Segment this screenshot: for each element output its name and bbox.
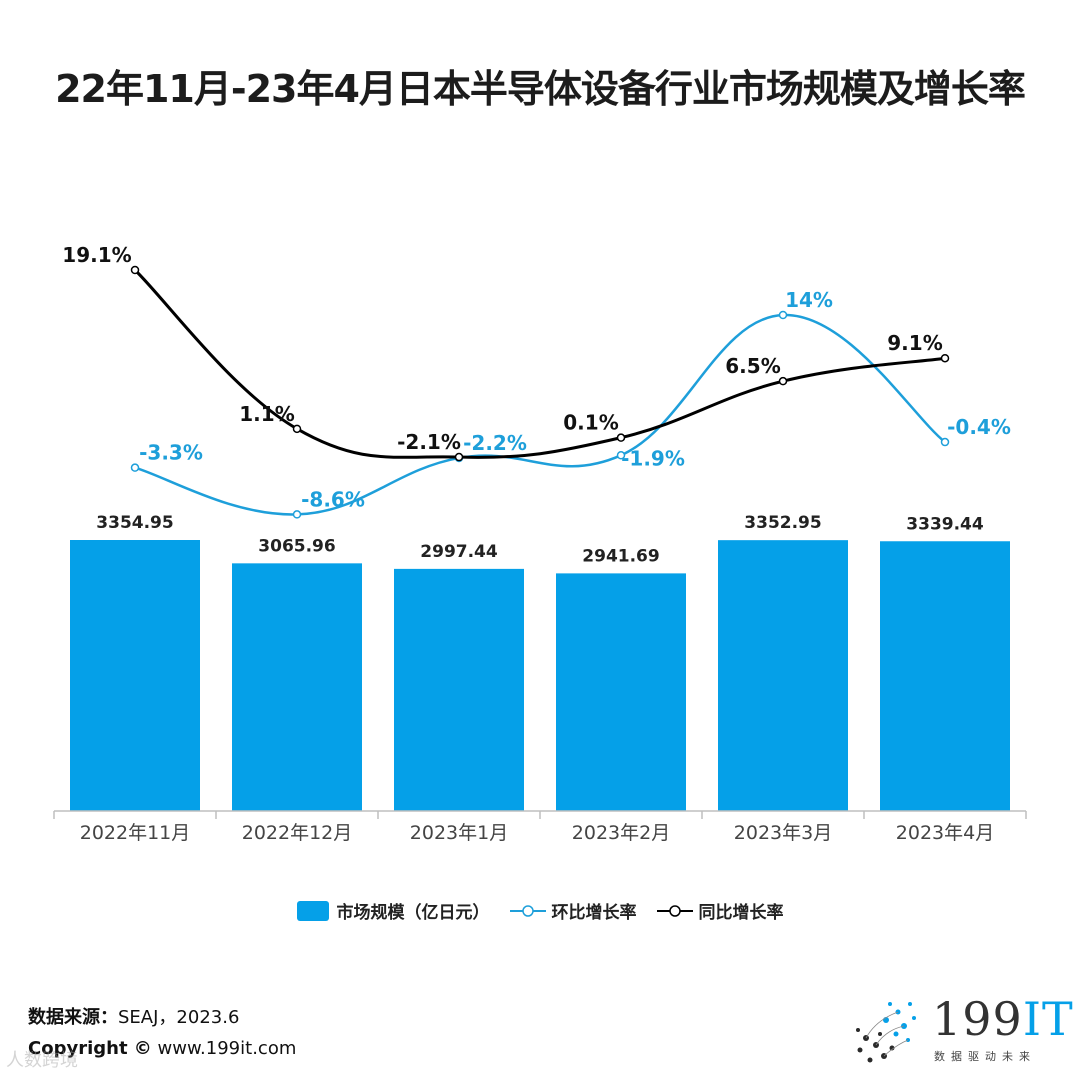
bar-label-4: 3352.95 bbox=[744, 513, 821, 533]
legend-label-yoy: 同比增长率 bbox=[698, 903, 784, 923]
yoy-label-0: 19.1% bbox=[62, 243, 131, 267]
bar-label-0: 3354.95 bbox=[96, 513, 173, 533]
legend-swatch-bar bbox=[296, 900, 329, 921]
x-tick-label-0: 2022年11月 bbox=[80, 822, 191, 844]
chart: 3354.95 3065.96 2997.44 2941.69 3352.95 3339.… bbox=[53, 243, 1027, 844]
yoy-label-2: -2.1% bbox=[397, 430, 461, 454]
bar-0[interactable] bbox=[70, 540, 200, 811]
yoy-label-1: 1.1% bbox=[239, 402, 294, 426]
yoy-label-3: 0.1% bbox=[563, 411, 618, 435]
yoy-point-3[interactable] bbox=[616, 433, 626, 442]
copyright-label: Copyright © bbox=[28, 1038, 152, 1059]
logo-brand: 199IT bbox=[932, 992, 1074, 1046]
logo-dots-icon bbox=[856, 1002, 916, 1063]
mom-label-3: -1.9% bbox=[621, 446, 685, 470]
yoy-point-5[interactable] bbox=[940, 353, 950, 363]
yoy-point-2[interactable] bbox=[454, 452, 464, 462]
data-source: 数据来源：SEAJ，2023.6 bbox=[28, 1003, 239, 1029]
mom-label-4: 14% bbox=[785, 288, 833, 312]
copyright-url[interactable]: www.199it.com bbox=[157, 1038, 297, 1059]
legend-line-yoy-icon bbox=[656, 904, 693, 917]
mom-point-4[interactable] bbox=[778, 310, 788, 320]
mom-label-5: -0.4% bbox=[947, 415, 1011, 439]
mom-point-3[interactable] bbox=[616, 451, 626, 460]
copyright: Copyright © www.199it.com bbox=[28, 1038, 296, 1059]
x-tick-label-3: 2023年2月 bbox=[572, 822, 670, 844]
yoy-point-4[interactable] bbox=[778, 376, 788, 386]
bar-label-1: 3065.96 bbox=[258, 536, 335, 556]
legend-label-mom: 环比增长率 bbox=[551, 903, 637, 923]
watermark-text: 人数跨境 bbox=[6, 1050, 78, 1071]
yoy-point-0[interactable] bbox=[130, 265, 140, 275]
legend-label-market-size: 市场规模（亿日元） bbox=[336, 903, 490, 923]
x-tick-label-2: 2023年1月 bbox=[410, 822, 508, 844]
yoy-point-1[interactable] bbox=[292, 424, 302, 434]
bar-3[interactable] bbox=[556, 573, 686, 811]
mom-label-1: -8.6% bbox=[301, 487, 365, 511]
yoy-label-4: 6.5% bbox=[725, 354, 780, 378]
mom-point-5[interactable] bbox=[940, 437, 950, 447]
bar-label-2: 2997.44 bbox=[420, 542, 498, 562]
mom-point-1[interactable] bbox=[292, 510, 302, 519]
bar-2[interactable] bbox=[394, 568, 524, 811]
logo-subtitle: 数据驱动未来 bbox=[934, 1050, 1036, 1063]
source-value: SEAJ，2023.6 bbox=[118, 1007, 240, 1028]
chart-title: 22年11月-23年4月日本半导体设备行业市场规模及增长率 bbox=[55, 67, 1026, 111]
mom-point-0[interactable] bbox=[130, 463, 140, 472]
legend-item-mom[interactable]: 环比增长率 bbox=[509, 898, 637, 923]
bar-4[interactable] bbox=[718, 540, 848, 811]
legend: 市场规模（亿日元） 环比增长率 同比增长率 bbox=[0, 898, 1080, 923]
bar-5[interactable] bbox=[880, 541, 1010, 811]
legend-line-mom-icon bbox=[509, 904, 546, 917]
bar-1[interactable] bbox=[232, 563, 362, 811]
source-label: 数据来源： bbox=[28, 1007, 118, 1028]
logo: 199IT 数据驱动未来 bbox=[846, 990, 1073, 1070]
x-tick-label-1: 2022年12月 bbox=[242, 822, 353, 844]
yoy-label-5: 9.1% bbox=[887, 331, 942, 355]
bar-label-5: 3339.44 bbox=[906, 514, 984, 534]
x-tick-label-4: 2023年3月 bbox=[734, 822, 832, 844]
legend-item-market-size[interactable]: 市场规模（亿日元） bbox=[296, 898, 490, 923]
yoy-line bbox=[133, 268, 946, 459]
mom-label-2: -2.2% bbox=[463, 431, 527, 455]
mom-line bbox=[134, 313, 946, 516]
x-tick-label-5: 2023年4月 bbox=[896, 822, 994, 844]
bar-label-3: 2941.69 bbox=[582, 546, 659, 566]
legend-item-yoy[interactable]: 同比增长率 bbox=[656, 898, 784, 923]
mom-label-0: -3.3% bbox=[139, 441, 203, 465]
